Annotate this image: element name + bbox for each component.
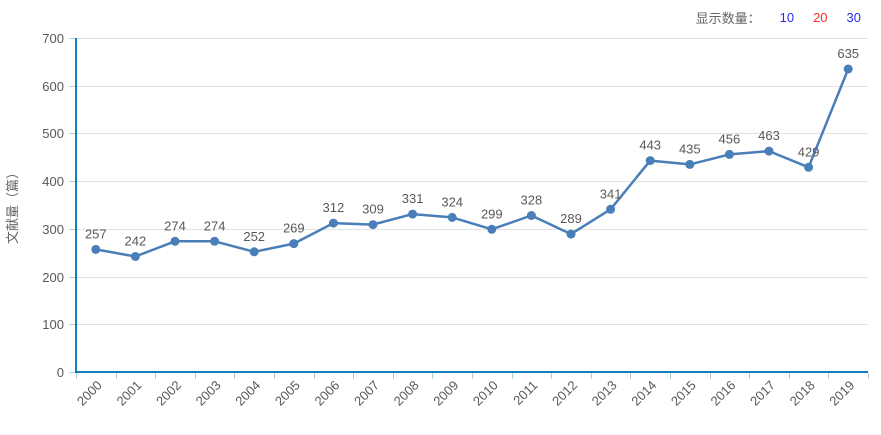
svg-text:400: 400 xyxy=(42,174,64,189)
svg-text:299: 299 xyxy=(481,206,503,221)
svg-text:429: 429 xyxy=(798,144,820,159)
data-line xyxy=(94,67,850,258)
svg-text:600: 600 xyxy=(42,79,64,94)
svg-text:500: 500 xyxy=(42,126,64,141)
x-axis-labels: 2000 2001 2002 2003 2004 2005 2006 2007 2008 2009… xyxy=(74,378,857,409)
svg-text:200: 200 xyxy=(42,270,64,285)
svg-text:2016: 2016 xyxy=(707,378,738,409)
value-labels: 257 242 274 274 252 269 312 309 331 324 299 328 289 3… xyxy=(85,46,859,249)
svg-text:2006: 2006 xyxy=(311,378,342,409)
svg-text:443: 443 xyxy=(639,138,661,153)
svg-text:463: 463 xyxy=(758,128,780,143)
display-count-option-30[interactable]: 30 xyxy=(846,10,861,25)
svg-text:2018: 2018 xyxy=(787,378,818,409)
svg-text:2012: 2012 xyxy=(549,378,580,409)
display-count-option-20[interactable]: 20 xyxy=(813,10,828,25)
svg-text:2003: 2003 xyxy=(193,378,224,409)
svg-text:274: 274 xyxy=(164,218,186,233)
svg-text:274: 274 xyxy=(204,218,226,233)
svg-text:300: 300 xyxy=(42,222,64,237)
svg-text:269: 269 xyxy=(283,221,305,236)
svg-text:635: 635 xyxy=(837,46,859,61)
svg-text:2010: 2010 xyxy=(470,378,501,409)
svg-text:2004: 2004 xyxy=(232,378,263,409)
svg-text:2014: 2014 xyxy=(628,378,659,409)
svg-text:242: 242 xyxy=(125,234,147,249)
svg-text:100: 100 xyxy=(42,317,64,332)
svg-text:700: 700 xyxy=(42,31,64,46)
svg-text:文献量（篇）: 文献量（篇） xyxy=(5,166,20,244)
svg-text:456: 456 xyxy=(719,131,741,146)
grid-lines xyxy=(76,38,868,325)
svg-text:2011: 2011 xyxy=(510,378,540,408)
data-points xyxy=(91,64,853,261)
svg-text:0: 0 xyxy=(57,365,64,380)
y-axis-labels: 0 100 200 300 400 500 600 700 xyxy=(42,31,64,380)
svg-text:2017: 2017 xyxy=(747,378,778,409)
svg-text:2002: 2002 xyxy=(153,378,184,409)
svg-text:324: 324 xyxy=(441,194,463,209)
display-count-option-10[interactable]: 10 xyxy=(779,10,795,25)
svg-text:257: 257 xyxy=(85,226,107,241)
y-axis-title: 文献量（篇） xyxy=(5,166,20,244)
svg-text:331: 331 xyxy=(402,191,424,206)
svg-text:2005: 2005 xyxy=(272,378,303,409)
svg-text:2008: 2008 xyxy=(391,378,422,409)
svg-text:252: 252 xyxy=(243,229,265,244)
svg-text:328: 328 xyxy=(521,193,543,208)
svg-text:2019: 2019 xyxy=(826,378,857,409)
svg-text:2009: 2009 xyxy=(430,378,461,409)
svg-text:312: 312 xyxy=(323,200,345,215)
y-axis-ticks xyxy=(69,38,76,373)
display-count-label: 显示数量： xyxy=(695,11,761,26)
axes xyxy=(75,38,868,373)
svg-text:289: 289 xyxy=(560,211,582,226)
display-count-control: 显示数量： 10 20 30 xyxy=(696,8,861,27)
svg-text:309: 309 xyxy=(362,202,384,217)
svg-text:435: 435 xyxy=(679,141,701,156)
svg-text:2013: 2013 xyxy=(589,378,620,409)
svg-text:341: 341 xyxy=(600,186,622,201)
svg-text:2001: 2001 xyxy=(113,378,144,409)
svg-text:2015: 2015 xyxy=(668,378,699,409)
x-axis-ticks xyxy=(76,373,869,379)
svg-text:2007: 2007 xyxy=(351,378,382,409)
svg-text:2000: 2000 xyxy=(74,378,105,409)
